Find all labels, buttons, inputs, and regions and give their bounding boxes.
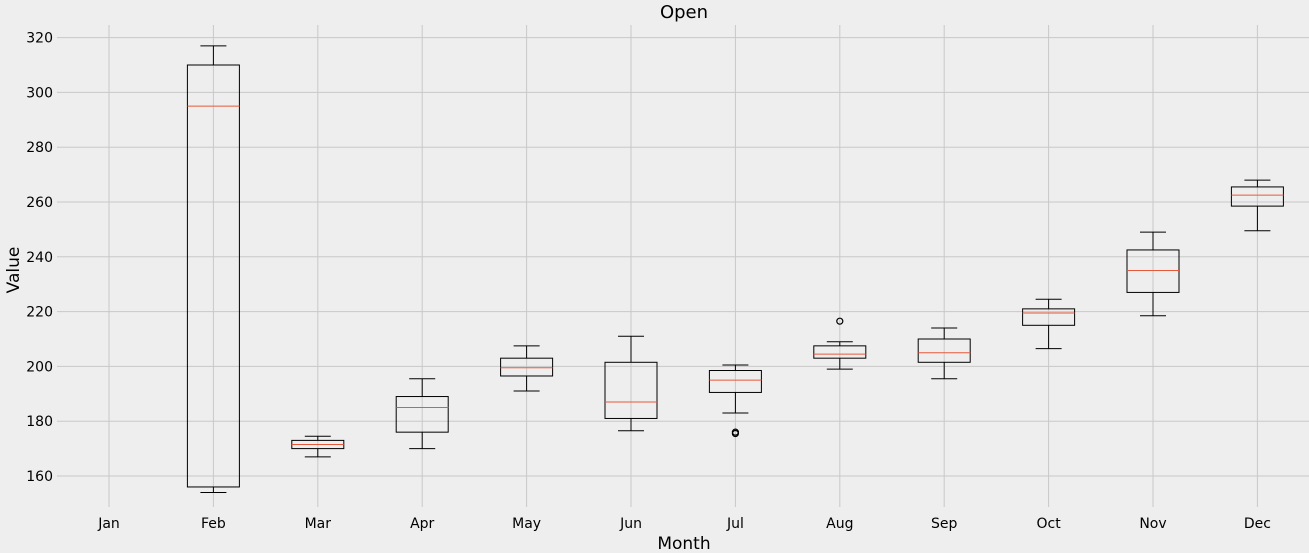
iqr-box (395, 396, 449, 433)
y-tick-label: 260 (26, 195, 53, 211)
x-tick-label: Dec (1244, 516, 1271, 532)
box-sep (917, 327, 971, 380)
iqr-box (1022, 308, 1076, 326)
x-axis-label: Month (657, 534, 710, 553)
iqr-box (708, 370, 762, 393)
y-tick-label: 200 (26, 359, 53, 375)
y-tick-label: 320 (26, 31, 53, 47)
iqr-box (813, 345, 867, 359)
grid-lines (57, 25, 1309, 507)
iqr-box (604, 361, 658, 419)
box-mar (291, 435, 345, 458)
boxes (186, 45, 1284, 493)
y-tick-label: 220 (26, 305, 53, 321)
x-tick-label: Apr (410, 516, 434, 532)
x-tick-label: Jan (97, 516, 120, 532)
outlier-point (836, 317, 844, 325)
x-tick-label: Jun (619, 516, 642, 532)
x-tick-label: Feb (201, 516, 226, 532)
x-tick-label: Oct (1036, 516, 1061, 532)
box-jun (604, 335, 658, 432)
y-tick-label: 180 (26, 414, 53, 430)
box-jul (708, 364, 762, 438)
chart-title: Open (660, 2, 708, 23)
y-tick-label: 280 (26, 140, 53, 156)
x-tick-label: May (512, 516, 541, 532)
box-feb (186, 45, 240, 493)
y-tick-labels: 160 180 200 220 240 260 280 300 320 (26, 31, 53, 485)
box-dec (1230, 179, 1284, 232)
box-apr (395, 378, 449, 450)
box-nov (1126, 231, 1180, 317)
x-tick-label: Sep (931, 516, 958, 532)
iqr-box (1230, 186, 1284, 207)
box-oct (1022, 298, 1076, 350)
iqr-box (500, 357, 554, 377)
iqr-box (1126, 249, 1180, 293)
y-axis-label: Value (4, 247, 24, 294)
y-tick-label: 300 (26, 85, 53, 101)
y-tick-label: 160 (26, 469, 53, 485)
y-tick-label: 240 (26, 250, 53, 266)
outlier-point (731, 428, 740, 436)
box-may (500, 345, 554, 392)
iqr-box (917, 338, 971, 363)
iqr-box (186, 64, 240, 488)
x-tick-label: Jul (726, 516, 744, 532)
x-tick-label: Nov (1139, 516, 1166, 532)
x-tick-label: Mar (305, 516, 332, 532)
x-tick-label: Aug (826, 516, 853, 532)
box-aug (813, 317, 867, 370)
x-tick-labels: Jan Feb Mar Apr May Jun Jul Aug Sep Oct Nov Dec (97, 516, 1271, 532)
